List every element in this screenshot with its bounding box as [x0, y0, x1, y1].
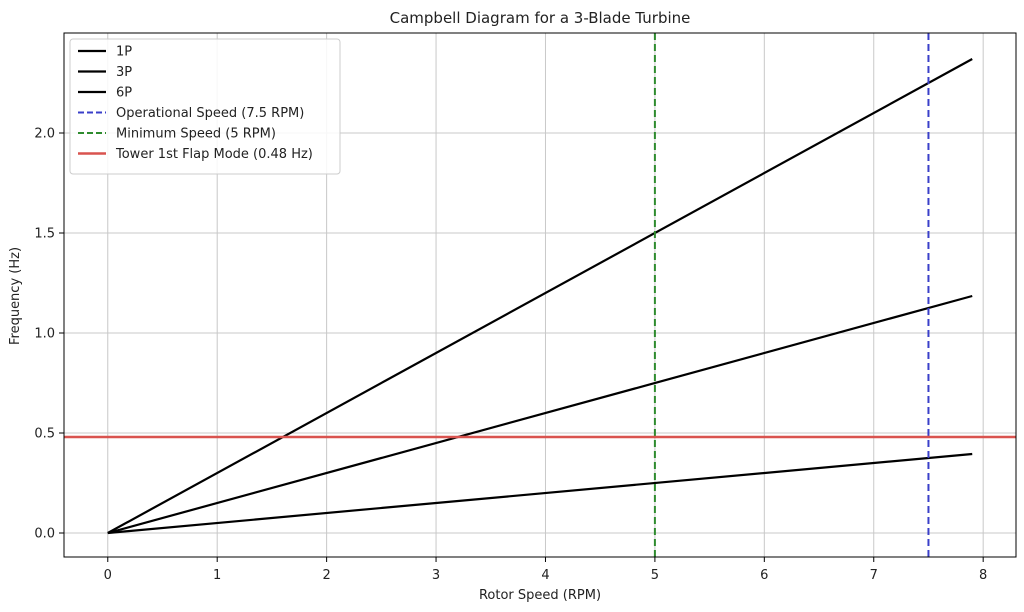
legend-label: Minimum Speed (5 RPM) [116, 127, 276, 142]
series-line-6p [107, 58, 973, 534]
y-tick-label: 0.0 [34, 527, 55, 542]
y-axis-label: Frequency (Hz) [8, 247, 23, 345]
y-tick-label: 2.0 [34, 127, 55, 142]
chart-title: Campbell Diagram for a 3-Blade Turbine [390, 9, 691, 27]
x-tick-label: 5 [651, 568, 659, 583]
plot-lines [64, 33, 1016, 557]
x-tick-label: 0 [104, 568, 112, 583]
y-tick-label: 1.5 [34, 227, 55, 242]
x-tick-label: 2 [322, 568, 330, 583]
x-tick-label: 8 [979, 568, 987, 583]
legend-box [69, 38, 341, 175]
legend-label: Tower 1st Flap Mode (0.48 Hz) [115, 147, 313, 162]
legend-label: Operational Speed (7.5 RPM) [116, 106, 304, 121]
legend-label: 6P [116, 86, 132, 101]
legend-label: 1P [116, 45, 132, 60]
series-line-1p [107, 452, 973, 535]
legend: 1P 3P 6P Operational Speed (7.5 RPM) Minimum… [69, 38, 341, 175]
legend-label: 3P [116, 65, 132, 80]
x-tick-label: 7 [870, 568, 878, 583]
x-axis-label: Rotor Speed (RPM) [479, 588, 601, 603]
x-tick-label: 6 [760, 568, 768, 583]
axis-ticks: 0 1 2 3 4 5 6 7 8 0.0 0.5 1.0 1.5 2.0 [34, 127, 987, 584]
x-tick-label: 3 [432, 568, 440, 583]
grid [64, 33, 1016, 557]
series-line-3p [107, 294, 973, 535]
y-tick-label: 0.5 [34, 427, 55, 442]
plot-frame [63, 32, 1017, 558]
x-tick-label: 1 [213, 568, 221, 583]
y-tick-label: 1.0 [34, 327, 55, 342]
x-tick-label: 4 [541, 568, 549, 583]
